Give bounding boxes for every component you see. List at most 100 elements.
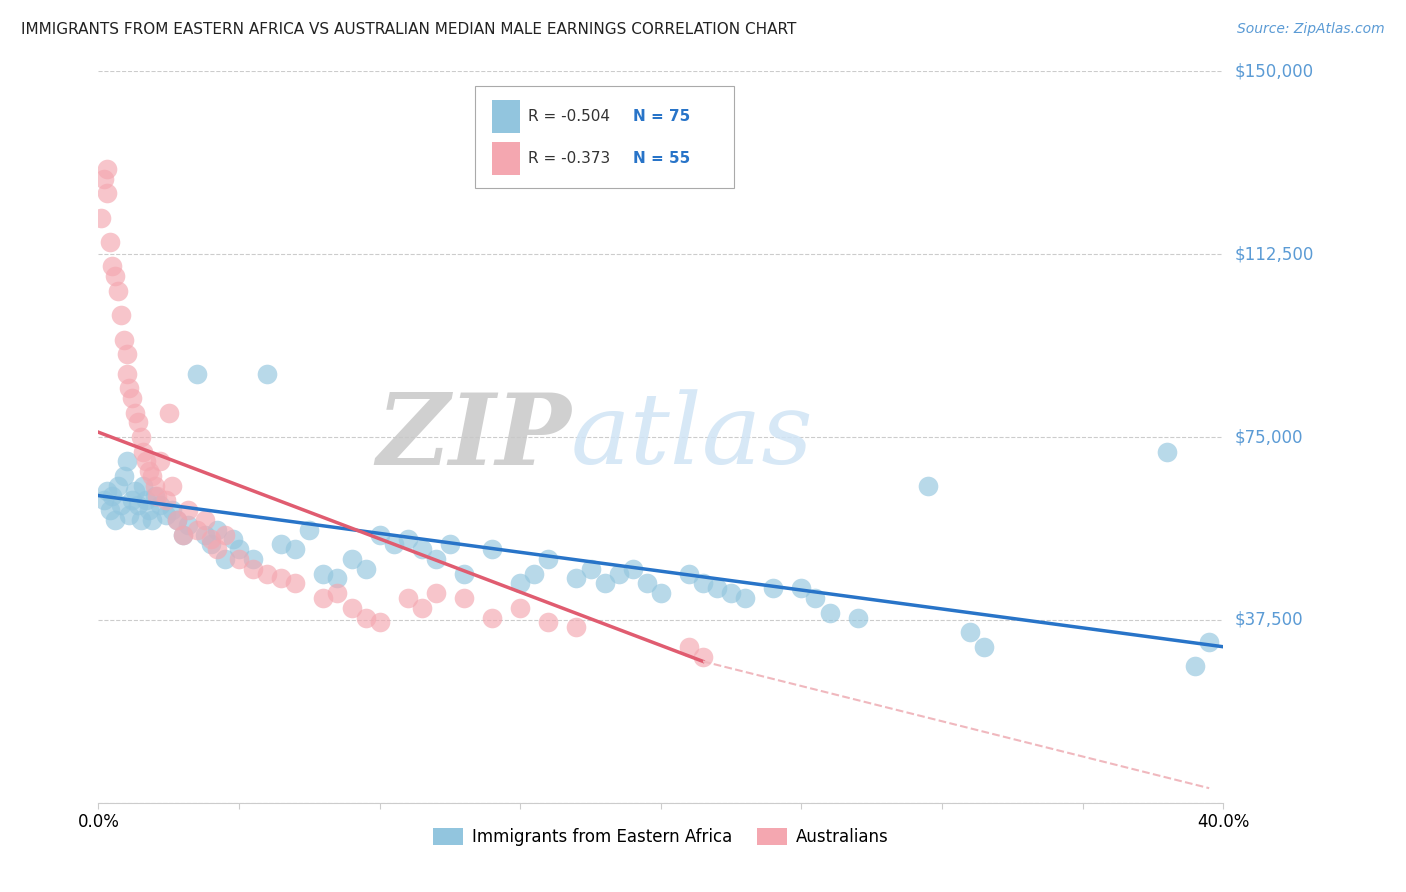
Point <box>101 489 124 503</box>
Point <box>205 542 228 557</box>
Point <box>425 586 447 600</box>
Point <box>396 533 419 547</box>
Point <box>368 615 391 630</box>
Point <box>326 586 349 600</box>
Point <box>579 562 602 576</box>
Bar <box>492 142 520 175</box>
Point <box>593 576 616 591</box>
Point <box>107 284 129 298</box>
Point <box>149 454 172 468</box>
Point <box>90 211 112 225</box>
Point <box>256 566 278 581</box>
Point <box>172 527 194 541</box>
Text: R = -0.373: R = -0.373 <box>529 151 610 166</box>
Point <box>98 235 121 249</box>
FancyBboxPatch shape <box>475 86 734 188</box>
Point <box>118 508 141 522</box>
Text: N = 75: N = 75 <box>633 109 690 124</box>
Point <box>104 269 127 284</box>
Point <box>115 367 138 381</box>
Point <box>509 576 531 591</box>
Point <box>284 576 307 591</box>
Point <box>298 523 321 537</box>
Point <box>141 513 163 527</box>
Point <box>194 527 217 541</box>
Point <box>93 171 115 186</box>
Point <box>194 513 217 527</box>
Point <box>411 542 433 557</box>
Point <box>138 464 160 478</box>
Point <box>326 572 349 586</box>
Bar <box>492 100 520 133</box>
Point <box>143 479 166 493</box>
Point <box>110 499 132 513</box>
Point <box>762 581 785 595</box>
Point <box>678 566 700 581</box>
Text: ZIP: ZIP <box>375 389 571 485</box>
Point <box>692 576 714 591</box>
Text: R = -0.504: R = -0.504 <box>529 109 610 124</box>
Point <box>411 600 433 615</box>
Point <box>96 483 118 498</box>
Point <box>242 552 264 566</box>
Point <box>115 454 138 468</box>
Point <box>93 493 115 508</box>
Point <box>112 333 135 347</box>
Point <box>720 586 742 600</box>
Point <box>1156 444 1178 458</box>
Point <box>222 533 245 547</box>
Point <box>124 483 146 498</box>
Point <box>790 581 813 595</box>
Point <box>149 499 172 513</box>
Point <box>734 591 756 605</box>
Point <box>650 586 672 600</box>
Point <box>678 640 700 654</box>
Point <box>177 517 200 532</box>
Point <box>565 572 588 586</box>
Point <box>118 381 141 395</box>
Text: $150,000: $150,000 <box>1234 62 1313 80</box>
Point <box>439 537 461 551</box>
Point <box>135 493 157 508</box>
Point <box>160 503 183 517</box>
Point <box>205 523 228 537</box>
Point <box>607 566 630 581</box>
Point <box>354 610 377 624</box>
Point <box>166 513 188 527</box>
Point <box>565 620 588 634</box>
Point <box>846 610 869 624</box>
Point <box>110 308 132 322</box>
Point <box>172 527 194 541</box>
Point <box>166 513 188 527</box>
Point <box>692 649 714 664</box>
Point <box>396 591 419 605</box>
Point <box>818 606 841 620</box>
Point <box>146 489 169 503</box>
Point <box>200 537 222 551</box>
Point <box>121 493 143 508</box>
Point <box>96 186 118 201</box>
Point <box>138 503 160 517</box>
Point <box>917 479 939 493</box>
Point <box>425 552 447 566</box>
Point <box>160 479 183 493</box>
Point <box>959 625 981 640</box>
Point <box>96 161 118 176</box>
Point <box>509 600 531 615</box>
Point <box>312 566 335 581</box>
Point <box>453 566 475 581</box>
Point <box>129 513 152 527</box>
Text: $112,500: $112,500 <box>1234 245 1313 263</box>
Point <box>284 542 307 557</box>
Point <box>228 542 250 557</box>
Point <box>214 552 236 566</box>
Legend: Immigrants from Eastern Africa, Australians: Immigrants from Eastern Africa, Australi… <box>427 822 894 853</box>
Point <box>537 615 560 630</box>
Point <box>242 562 264 576</box>
Point <box>228 552 250 566</box>
Point <box>186 523 208 537</box>
Point <box>157 406 180 420</box>
Point <box>132 479 155 493</box>
Point <box>354 562 377 576</box>
Point <box>200 533 222 547</box>
